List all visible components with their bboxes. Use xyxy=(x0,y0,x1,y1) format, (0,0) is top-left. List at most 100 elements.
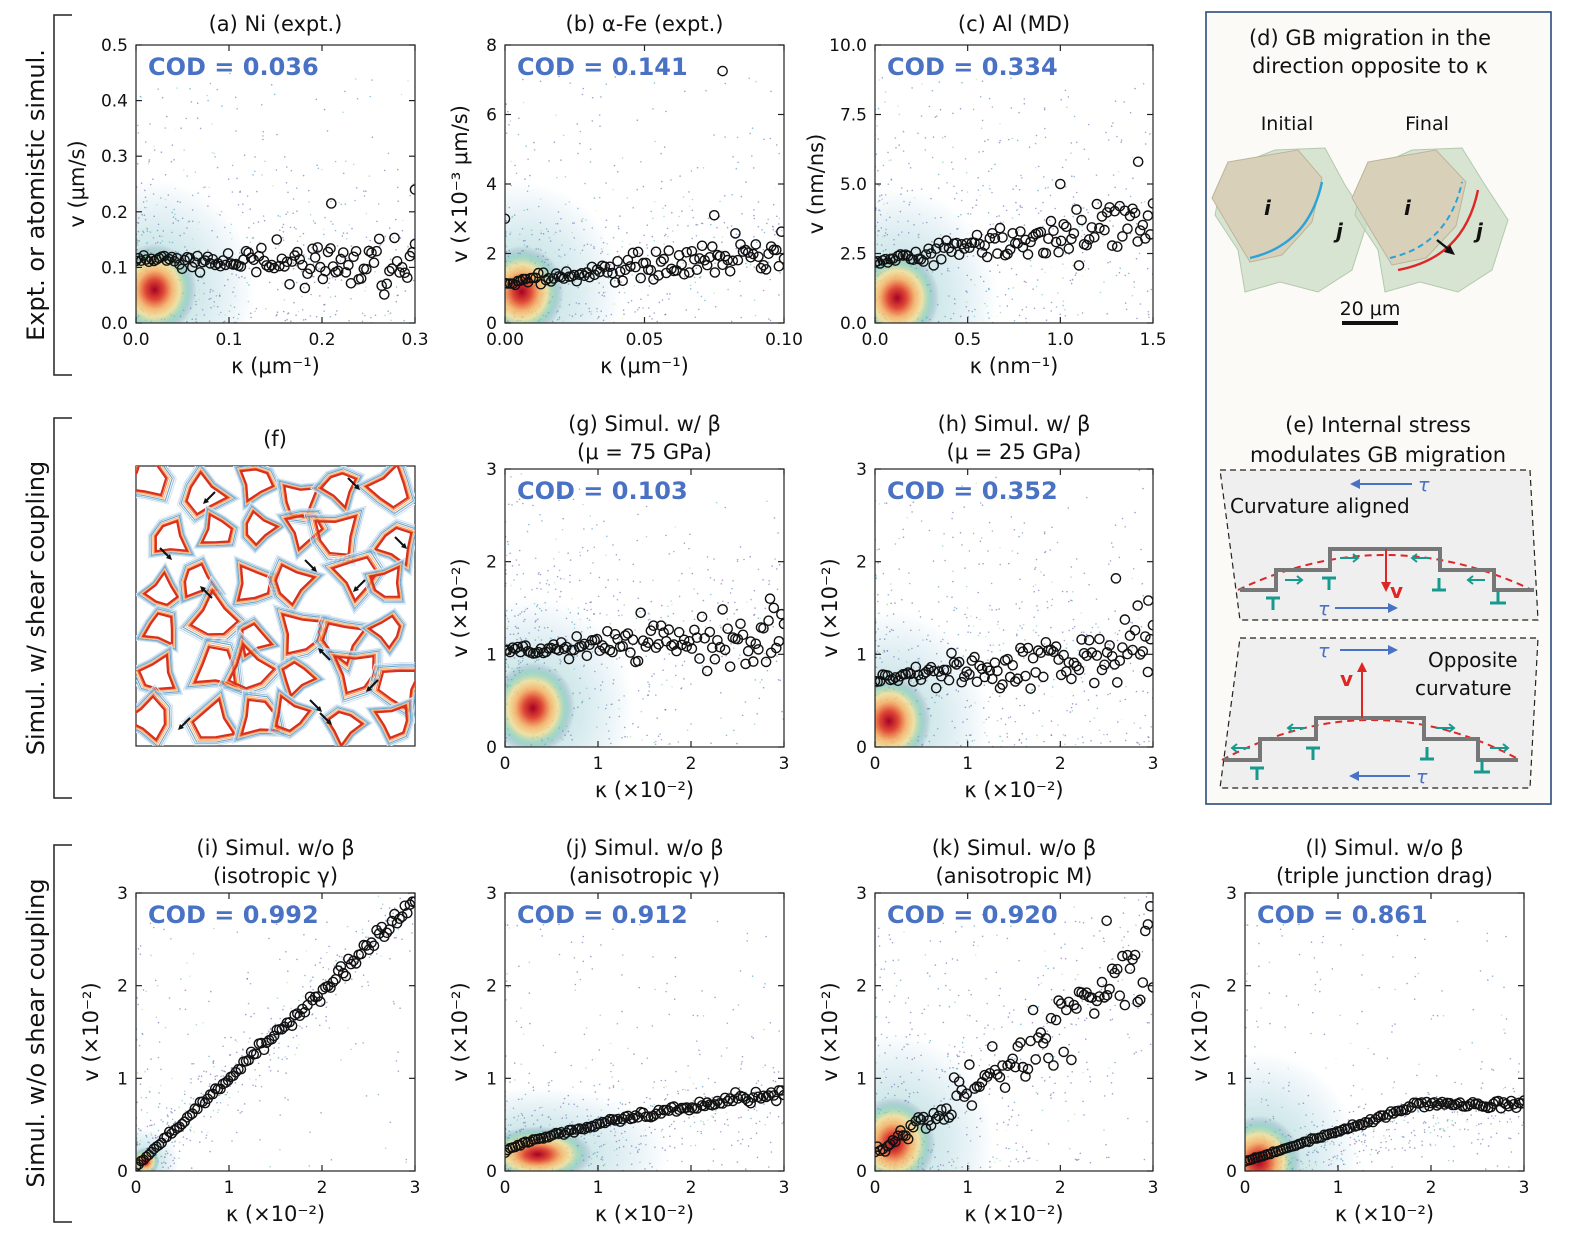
scatter-point xyxy=(149,1091,151,1094)
scatter-point xyxy=(327,244,330,247)
x-tick-label: 0.05 xyxy=(626,330,664,350)
scatter-point xyxy=(405,1161,408,1163)
scatter-point xyxy=(216,166,219,169)
scatter-point xyxy=(761,679,763,681)
scatter-point xyxy=(660,616,662,619)
scatter-point xyxy=(592,562,594,564)
scatter-point xyxy=(323,233,325,236)
scatter-point xyxy=(637,726,639,728)
scatter-point xyxy=(590,608,592,611)
scatter-point xyxy=(664,204,667,207)
scatter-point xyxy=(171,144,174,146)
scatter-point xyxy=(231,164,234,167)
mean-marker xyxy=(1066,233,1077,245)
scatter-point xyxy=(729,273,731,276)
scatter-point xyxy=(952,536,954,539)
scatter-point xyxy=(972,532,975,535)
mean-marker xyxy=(1142,666,1153,678)
scatter-point xyxy=(405,885,407,887)
scatter-point xyxy=(1023,522,1026,524)
mean-marker xyxy=(1073,260,1085,271)
scatter-point xyxy=(505,132,508,134)
scatter-point xyxy=(736,560,739,563)
scatter-point xyxy=(304,974,306,977)
mean-marker xyxy=(389,232,400,244)
mean-marker xyxy=(650,246,662,258)
scatter-point xyxy=(241,1083,244,1086)
scatter-point xyxy=(1061,590,1064,593)
mean-marker xyxy=(1038,671,1049,683)
scatter-point xyxy=(252,174,254,176)
scatter-point xyxy=(688,263,690,266)
scatter-point xyxy=(309,985,312,988)
mean-marker xyxy=(678,634,690,646)
x-tick-label: 0 xyxy=(131,1178,142,1198)
scatter-point xyxy=(192,1062,195,1065)
scatter-point xyxy=(898,568,900,570)
scatter-point xyxy=(636,611,639,613)
scatter-point xyxy=(365,1095,368,1097)
scatter-point xyxy=(660,152,662,155)
scatter-point xyxy=(216,1075,218,1077)
scatter-point xyxy=(686,729,689,731)
scatter-point xyxy=(714,1081,716,1084)
scatter-point xyxy=(745,181,747,183)
scatter-point xyxy=(984,675,986,678)
mean-marker xyxy=(245,1046,257,1058)
scatter-point xyxy=(876,125,878,127)
scatter-point xyxy=(380,907,383,910)
scatter-point xyxy=(694,316,697,319)
scatter-point xyxy=(214,1075,216,1078)
scatter-point xyxy=(341,956,343,958)
scatter-point xyxy=(1016,646,1019,649)
scatter-point xyxy=(1036,734,1038,737)
scatter-point xyxy=(682,262,685,264)
scatter-point xyxy=(711,270,713,273)
scatter-point xyxy=(186,175,189,177)
scatter-point xyxy=(1117,721,1119,723)
scatter-point xyxy=(315,315,318,318)
scatter-point xyxy=(702,614,705,617)
scatter-point xyxy=(1116,639,1119,642)
mean-marker xyxy=(666,263,677,275)
mean-marker xyxy=(209,259,221,271)
scatter-point xyxy=(293,301,295,304)
scatter-point xyxy=(988,170,990,173)
scatter-point xyxy=(287,313,289,315)
scatter-point xyxy=(205,1137,207,1139)
scatter-point xyxy=(309,214,312,216)
scatter-point xyxy=(252,237,255,239)
scatter-point xyxy=(176,87,178,89)
scatter-point xyxy=(189,975,191,977)
scatter-point xyxy=(997,620,999,623)
scatter-point xyxy=(156,984,159,987)
scatter-point xyxy=(1133,281,1135,283)
scatter-point xyxy=(200,1080,202,1083)
scatter-point xyxy=(364,314,366,317)
scatter-point xyxy=(517,133,520,136)
scatter-point xyxy=(666,227,669,230)
scatter-point xyxy=(1084,269,1087,271)
scatter-point xyxy=(158,1092,160,1094)
scatter-point xyxy=(509,120,512,122)
scatter-point xyxy=(1118,203,1121,206)
scatter-point xyxy=(684,90,686,93)
scatter-point xyxy=(689,284,692,287)
scatter-point xyxy=(279,1148,281,1151)
scatter-point xyxy=(901,598,903,601)
mean-marker xyxy=(266,1034,278,1045)
y-tick-label: 2 xyxy=(486,245,497,265)
mean-marker xyxy=(936,253,947,265)
scatter-point xyxy=(1111,669,1114,671)
scatter-point xyxy=(938,81,941,83)
scatter-point xyxy=(368,956,371,959)
scatter-point xyxy=(282,239,285,241)
scatter-point xyxy=(1133,722,1136,724)
scatter-point xyxy=(1140,201,1143,204)
scatter-point xyxy=(589,601,591,604)
scatter-point xyxy=(367,936,370,939)
scatter-point xyxy=(998,627,1001,629)
scatter-point xyxy=(207,99,209,102)
mean-marker xyxy=(1053,246,1064,258)
scatter-point xyxy=(882,164,885,167)
